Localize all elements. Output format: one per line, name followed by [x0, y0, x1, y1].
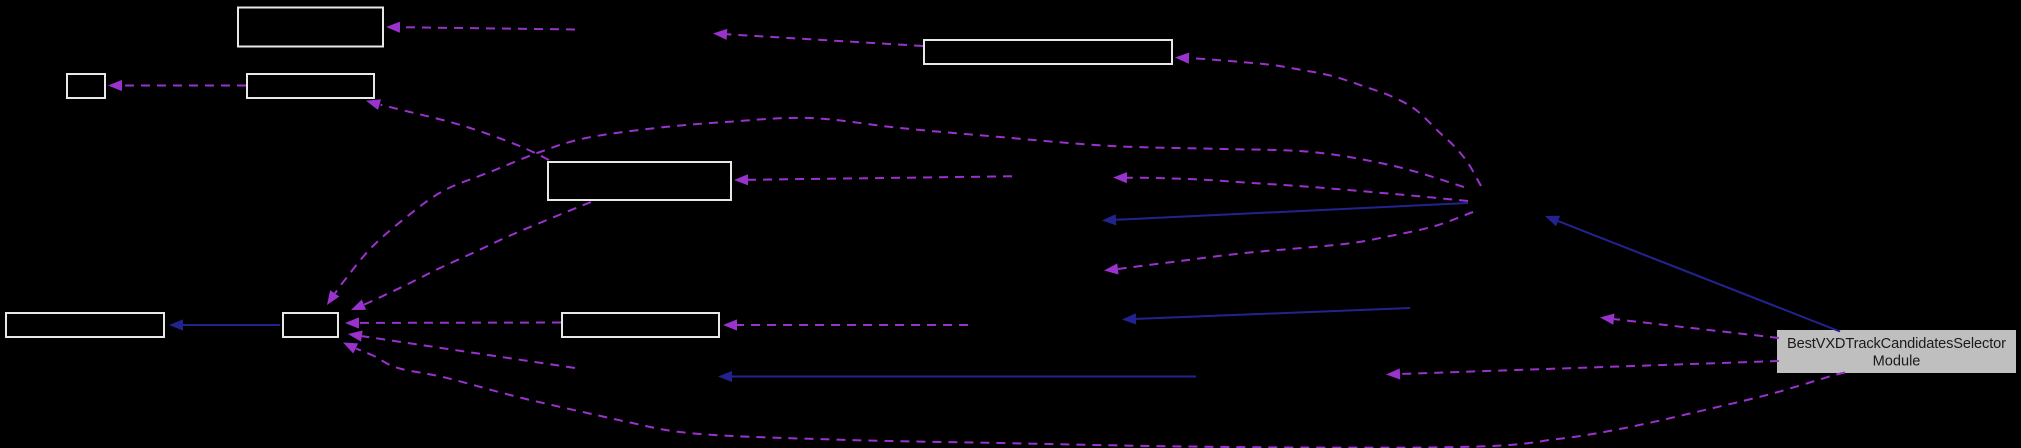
- svg-text:BestVXDTrackCandidatesSelector: BestVXDTrackCandidatesSelector: [1787, 336, 2006, 352]
- svg-text:Module: Module: [1873, 354, 1921, 370]
